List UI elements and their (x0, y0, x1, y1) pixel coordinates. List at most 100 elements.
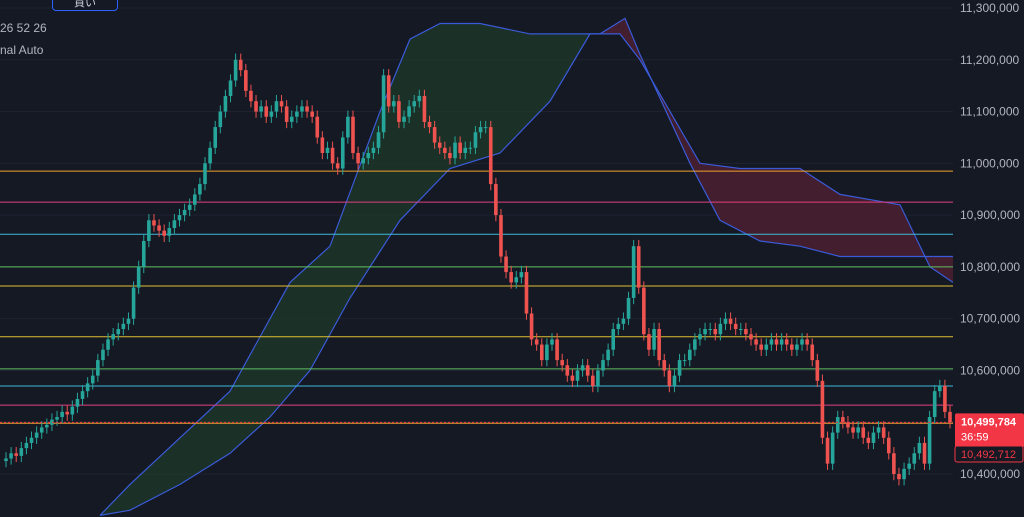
candle-body[interactable] (769, 339, 774, 345)
candle-body[interactable] (412, 101, 417, 107)
candle-body[interactable] (555, 339, 559, 361)
candle-body[interactable] (667, 370, 672, 386)
candle-body[interactable] (371, 147, 376, 153)
candle-body[interactable] (244, 70, 248, 91)
candle-body[interactable] (366, 152, 371, 159)
candle-body[interactable] (591, 375, 595, 386)
candle-body[interactable] (422, 96, 427, 122)
candle-body[interactable] (432, 127, 437, 143)
candle-body[interactable] (733, 323, 738, 330)
candle-body[interactable] (453, 142, 457, 159)
candle-body[interactable] (647, 334, 651, 350)
candle-body[interactable] (356, 152, 360, 164)
candle-body[interactable] (570, 375, 575, 381)
candle-body[interactable] (636, 246, 641, 288)
candle-body[interactable] (886, 437, 891, 454)
candle-body[interactable] (141, 241, 146, 267)
candle-body[interactable] (381, 75, 386, 133)
candle-body[interactable] (841, 417, 845, 423)
candle-body[interactable] (274, 101, 279, 112)
candle-body[interactable] (208, 147, 212, 164)
candle-body[interactable] (784, 339, 789, 345)
candle-body[interactable] (335, 163, 340, 169)
candle-body[interactable] (203, 163, 207, 185)
candle-body[interactable] (652, 329, 656, 350)
candle-body[interactable] (871, 432, 876, 443)
candle-body[interactable] (550, 339, 554, 345)
candle-body[interactable] (346, 116, 350, 138)
candle-body[interactable] (463, 147, 468, 153)
candle-body[interactable] (672, 375, 677, 386)
candle-body[interactable] (213, 127, 218, 148)
candle-body[interactable] (524, 272, 529, 314)
candle-body[interactable] (662, 360, 667, 371)
candle-body[interactable] (682, 360, 687, 362)
candle-body[interactable] (249, 90, 253, 102)
candle-body[interactable] (621, 318, 626, 324)
candle-body[interactable] (392, 101, 396, 107)
candle-body[interactable] (907, 463, 911, 469)
candle-body[interactable] (106, 339, 110, 350)
candle-body[interactable] (856, 427, 860, 433)
candle-body[interactable] (774, 339, 779, 345)
candle-body[interactable] (478, 127, 483, 133)
candle-body[interactable] (876, 427, 881, 433)
candle-body[interactable] (575, 370, 580, 381)
candle-body[interactable] (233, 59, 238, 81)
candle-body[interactable] (417, 96, 422, 102)
candle-body[interactable] (147, 220, 151, 241)
candle-body[interactable] (539, 344, 544, 361)
candle-body[interactable] (29, 437, 34, 443)
candle-body[interactable] (116, 329, 121, 335)
candle-body[interactable] (738, 329, 743, 331)
buy-button[interactable]: 買い (52, 0, 118, 11)
candle-body[interactable] (300, 106, 304, 112)
candle-body[interactable] (642, 287, 646, 335)
candle-body[interactable] (55, 417, 59, 420)
candle-body[interactable] (728, 318, 733, 324)
candle-body[interactable] (805, 339, 809, 345)
candle-body[interactable] (483, 127, 488, 129)
candle-body[interactable] (259, 106, 263, 112)
candle-body[interactable] (881, 427, 886, 438)
candle-body[interactable] (386, 75, 391, 107)
candle-body[interactable] (708, 329, 712, 331)
candle-body[interactable] (397, 101, 401, 122)
candle-body[interactable] (851, 427, 855, 433)
candle-body[interactable] (504, 256, 508, 273)
candle-body[interactable] (902, 468, 906, 480)
candle-body[interactable] (779, 339, 784, 345)
candle-body[interactable] (427, 121, 432, 128)
candle-body[interactable] (897, 474, 901, 480)
candle-body[interactable] (545, 344, 549, 361)
candle-body[interactable] (494, 184, 498, 216)
candle-body[interactable] (264, 106, 269, 117)
candle-body[interactable] (70, 406, 75, 415)
candle-body[interactable] (703, 329, 707, 335)
candle-body[interactable] (340, 137, 345, 169)
candle-body[interactable] (820, 380, 825, 438)
candle-body[interactable] (131, 287, 136, 319)
candle-body[interactable] (157, 225, 161, 231)
candle-body[interactable] (315, 116, 320, 138)
candle-body[interactable] (320, 137, 325, 153)
candle-body[interactable] (19, 448, 24, 456)
candle-body[interactable] (269, 111, 274, 117)
candle-body[interactable] (330, 147, 335, 164)
candle-body[interactable] (611, 329, 616, 350)
candle-body[interactable] (580, 365, 585, 371)
candle-body[interactable] (718, 323, 723, 335)
candle-body[interactable] (177, 215, 182, 221)
candle-body[interactable] (892, 453, 896, 474)
candle-body[interactable] (932, 391, 937, 418)
candle-body[interactable] (407, 106, 411, 117)
candle-body[interactable] (759, 344, 763, 350)
candle-body[interactable] (866, 437, 871, 443)
candle-body[interactable] (136, 266, 141, 288)
candle-body[interactable] (182, 209, 187, 216)
candle-body[interactable] (943, 385, 947, 412)
candle-body[interactable] (948, 411, 952, 423)
candle-body[interactable] (698, 334, 702, 340)
candle-body[interactable] (152, 220, 156, 226)
candle-body[interactable] (80, 391, 85, 399)
